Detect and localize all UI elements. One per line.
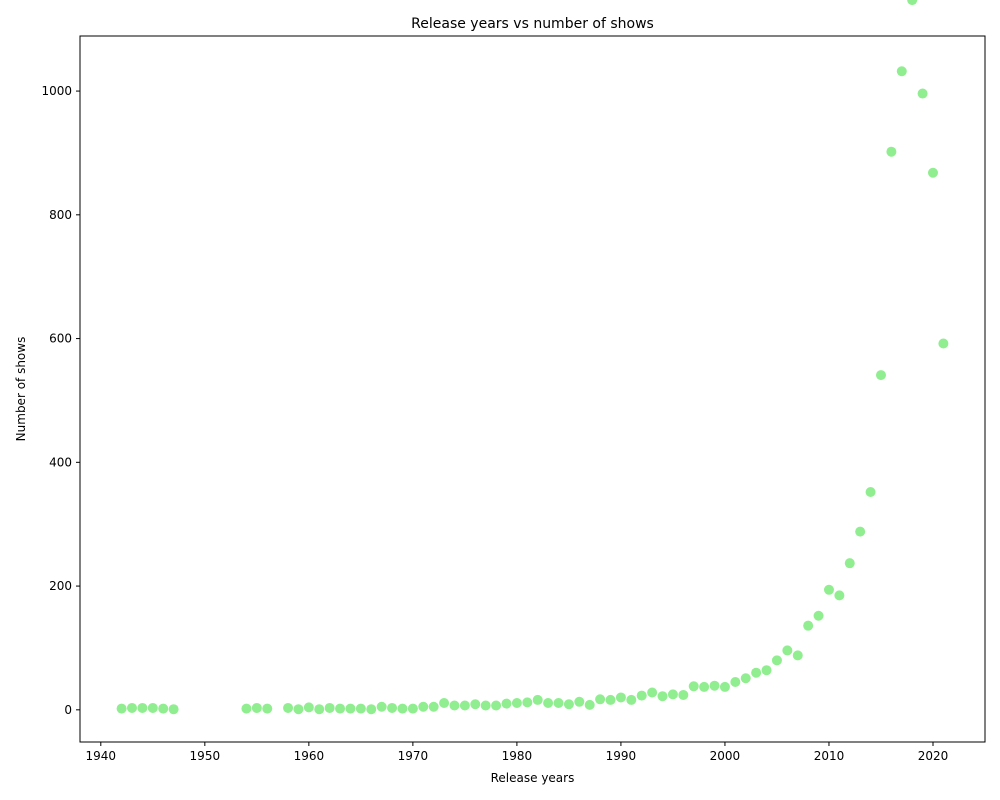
data-point: [366, 704, 377, 715]
data-point: [449, 700, 460, 711]
data-point: [938, 338, 949, 349]
data-point: [397, 703, 408, 714]
data-point: [657, 691, 668, 702]
data-point: [574, 696, 585, 707]
x-axis-label: Release years: [491, 771, 575, 785]
data-point: [740, 673, 751, 684]
data-point: [470, 699, 481, 710]
data-point: [771, 655, 782, 666]
y-axis-ticks: 0 200 400 600 800 1000: [41, 84, 80, 717]
data-point: [678, 689, 689, 700]
data-point: [855, 526, 866, 537]
data-point: [761, 665, 772, 676]
data-point: [127, 702, 138, 713]
data-point: [376, 701, 387, 712]
data-point: [324, 702, 335, 713]
data-point: [283, 702, 294, 713]
data-point: [501, 698, 512, 709]
data-point: [387, 702, 398, 713]
data-point: [407, 703, 418, 714]
data-point: [251, 702, 262, 713]
x-tick-label: 2000: [710, 749, 741, 763]
y-tick-label: 0: [64, 703, 72, 717]
data-point: [428, 701, 439, 712]
x-tick-label: 1980: [502, 749, 533, 763]
data-point: [636, 690, 647, 701]
x-tick-label: 2020: [918, 749, 949, 763]
data-point: [584, 699, 595, 710]
data-point: [751, 667, 762, 678]
data-point: [480, 700, 491, 711]
data-point: [511, 698, 522, 709]
data-point: [886, 146, 897, 157]
x-axis-ticks: 1940 1950 1960 1970 1980 1990 2000 2010 2020: [86, 742, 949, 763]
data-point: [532, 694, 543, 705]
data-point: [667, 689, 678, 700]
x-tick-label: 1970: [398, 749, 429, 763]
data-point: [355, 703, 366, 714]
axes-frame: [79, 35, 986, 743]
y-tick-label: 600: [49, 332, 72, 346]
x-tick-label: 1950: [190, 749, 221, 763]
data-point: [917, 88, 928, 99]
data-point: [262, 703, 273, 714]
data-point: [314, 704, 325, 715]
data-point: [834, 590, 845, 601]
data-point: [907, 0, 918, 6]
data-point: [875, 370, 886, 381]
plot-area: [80, 36, 985, 742]
data-point: [293, 704, 304, 715]
data-point: [168, 704, 179, 715]
data-point: [595, 694, 606, 705]
data-point: [459, 700, 470, 711]
data-point: [147, 702, 158, 713]
data-point: [688, 681, 699, 692]
x-tick-label: 2010: [814, 749, 845, 763]
data-point: [345, 703, 356, 714]
data-point: [522, 697, 533, 708]
data-point: [699, 681, 710, 692]
data-point: [730, 676, 741, 687]
data-point: [782, 645, 793, 656]
data-point: [709, 680, 720, 691]
data-point: [439, 698, 450, 709]
data-point: [615, 692, 626, 703]
x-tick-label: 1960: [294, 749, 325, 763]
data-point: [563, 699, 574, 710]
data-point: [553, 698, 564, 709]
data-point: [896, 66, 907, 77]
x-tick-label: 1990: [606, 749, 637, 763]
data-point: [241, 703, 252, 714]
x-tick-label: 1940: [86, 749, 117, 763]
y-tick-label: 800: [49, 208, 72, 222]
y-axis-label: Number of shows: [14, 337, 28, 442]
y-tick-label: 1000: [41, 84, 72, 98]
data-point: [335, 703, 346, 714]
data-point: [116, 703, 127, 714]
data-point: [865, 487, 876, 498]
data-point: [605, 694, 616, 705]
y-tick-label: 200: [49, 579, 72, 593]
data-point: [418, 701, 429, 712]
data-point: [792, 650, 803, 661]
data-point: [844, 558, 855, 569]
data-point: [491, 700, 502, 711]
y-tick-label: 400: [49, 455, 72, 469]
chart-title: Release years vs number of shows: [411, 16, 654, 32]
data-point: [813, 610, 824, 621]
data-point: [803, 620, 814, 631]
data-point: [719, 681, 730, 692]
data-points: [116, 0, 949, 715]
data-point: [626, 694, 637, 705]
data-point: [647, 687, 658, 698]
data-point: [823, 584, 834, 595]
data-point: [543, 698, 554, 709]
data-point: [137, 702, 148, 713]
data-point: [158, 703, 169, 714]
data-point: [303, 702, 314, 713]
data-point: [927, 167, 938, 178]
